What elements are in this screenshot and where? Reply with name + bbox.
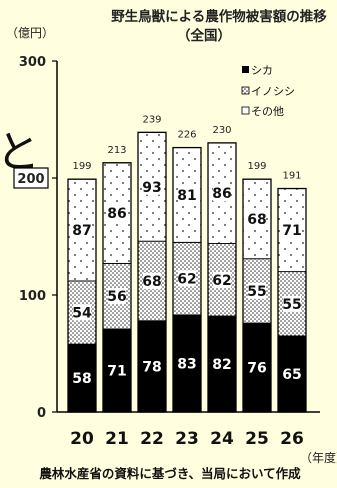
bar-outline xyxy=(242,178,272,413)
segment-label-boar: 68 xyxy=(142,274,161,290)
legend-label-boar: イノシシ xyxy=(251,85,295,98)
segment-label-other: 86 xyxy=(212,186,231,202)
segment-label-boar: 54 xyxy=(72,306,92,322)
y-axis-unit: （億円） xyxy=(6,26,54,40)
segment-label-other: 86 xyxy=(107,206,126,222)
y-tick-highlight-box xyxy=(13,167,49,189)
segment-label-deer: 78 xyxy=(142,359,161,375)
segment-label-bg xyxy=(73,304,91,321)
segment-label-deer: 83 xyxy=(177,356,196,372)
bar-total-label: 213 xyxy=(107,145,126,156)
x-tick-label: 22 xyxy=(140,429,164,449)
segment-label-bg xyxy=(213,185,231,202)
segment-label-other: 87 xyxy=(72,223,91,239)
segment-label-deer: 71 xyxy=(107,363,126,379)
bar-total-label: 230 xyxy=(212,125,231,136)
segment-label-bg xyxy=(283,222,301,239)
bar-total-label: 191 xyxy=(282,171,301,182)
bar-outline xyxy=(102,162,132,413)
x-axis-unit: （年度） xyxy=(300,450,337,465)
y-tick-label: 100 xyxy=(19,289,46,304)
segment-label-deer: 58 xyxy=(72,371,91,387)
segment-label-boar: 62 xyxy=(212,273,231,289)
segment-label-deer: 65 xyxy=(282,367,301,383)
bar-outline xyxy=(67,178,97,413)
segment-label-bg xyxy=(178,186,196,203)
bar-outline xyxy=(172,146,202,413)
bar-segment-deer xyxy=(242,322,272,413)
segment-label-deer: 82 xyxy=(212,357,231,373)
label-layer: 58 54 87 199 20 71 56 86 213 21 78 68 93 239 22 83 62 81 2… xyxy=(70,114,304,449)
bar-segment-deer xyxy=(277,335,307,413)
segment-label-other: 81 xyxy=(177,188,196,204)
segment-label-bg xyxy=(143,272,161,289)
y-tick-label: 300 xyxy=(19,55,46,70)
x-tick-label: 20 xyxy=(70,429,94,449)
segment-label-other: 71 xyxy=(282,223,301,239)
segment-label-bg xyxy=(213,271,231,288)
segment-label-other: 68 xyxy=(247,212,266,228)
bar-outline xyxy=(207,142,237,413)
segment-label-bg xyxy=(108,288,126,305)
segment-label-bg xyxy=(248,210,266,227)
segment-label-bg xyxy=(248,282,266,299)
segment-label-boar: 55 xyxy=(247,284,266,300)
bar-total-label: 226 xyxy=(177,130,196,141)
segment-label-bg xyxy=(283,295,301,312)
segment-label-other: 93 xyxy=(142,180,161,196)
bar-outline xyxy=(137,131,167,413)
bar-total-label: 199 xyxy=(247,161,266,172)
x-tick-label: 23 xyxy=(175,429,199,449)
y-tick-label: 200 xyxy=(17,172,44,187)
segment-label-boar: 62 xyxy=(177,272,196,288)
legend-swatch-other xyxy=(241,106,250,115)
chart-subtitle: （全国） xyxy=(177,27,231,44)
segment-label-boar: 55 xyxy=(282,297,301,313)
bar-total-label: 239 xyxy=(142,114,161,125)
chart-title: 野生鳥獣による農作物被害額の推移 xyxy=(111,8,327,25)
x-tick-label: 21 xyxy=(105,429,129,449)
bar-outline xyxy=(277,187,307,413)
bar-segment-deer xyxy=(207,315,237,413)
y-tick-label: 0 xyxy=(37,406,46,421)
segment-label-boar: 56 xyxy=(107,289,126,305)
bar-total-label: 199 xyxy=(72,161,91,172)
segment-label-bg xyxy=(178,270,196,287)
segment-label-deer: 76 xyxy=(247,361,266,377)
legend-label-deer: シカ xyxy=(251,64,273,77)
segment-label-bg xyxy=(143,178,161,195)
legend-swatch-deer xyxy=(242,66,249,73)
legend-label-other: その他 xyxy=(251,105,284,118)
legend: シカ イノシシ その他 xyxy=(241,64,295,118)
x-tick-label: 24 xyxy=(210,429,234,449)
segment-label-bg xyxy=(73,222,91,239)
legend-swatch-boar xyxy=(241,86,250,95)
segment-label-bg xyxy=(108,205,126,222)
source-note: 農林水産省の資料に基づき、当局において作成 xyxy=(39,466,301,481)
x-tick-label: 25 xyxy=(245,429,269,449)
x-tick-label: 26 xyxy=(280,429,304,449)
